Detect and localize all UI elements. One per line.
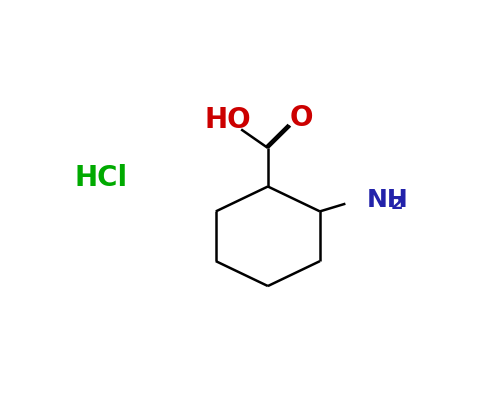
Text: HCl: HCl — [74, 164, 128, 193]
Text: O: O — [290, 104, 313, 132]
Text: HO: HO — [204, 106, 251, 134]
Text: NH: NH — [366, 188, 408, 211]
Text: 2: 2 — [390, 195, 403, 213]
